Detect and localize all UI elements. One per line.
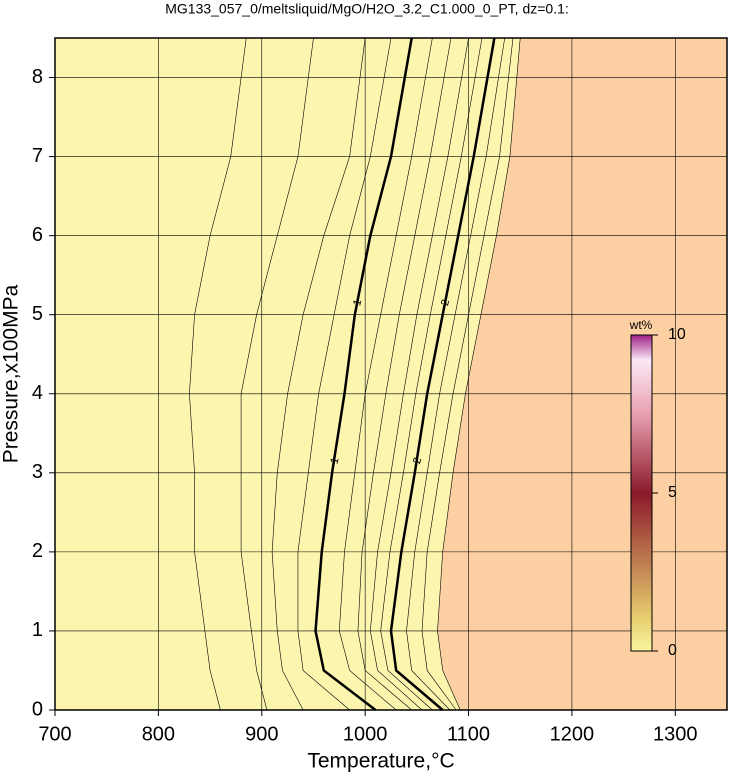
colorbar-tick-label: 5 <box>668 484 677 501</box>
contour-label: 2 <box>411 456 424 465</box>
plot-area: 1 1 2 2 <box>54 37 727 711</box>
contour-line <box>406 37 506 711</box>
contour-line <box>357 37 452 711</box>
y-tick-label: 4 <box>32 382 43 404</box>
high-region <box>437 38 727 710</box>
x-tick-label: 1000 <box>343 723 388 745</box>
y-tick-label: 5 <box>32 303 43 325</box>
x-tick-label: 1300 <box>653 723 698 745</box>
contour-line <box>389 37 496 711</box>
contour-line <box>240 37 314 711</box>
colorbar-tick-label: 0 <box>668 642 677 659</box>
contour-line <box>421 37 514 711</box>
x-tick-label: 700 <box>38 723 71 745</box>
contour-label: 1 <box>328 456 341 465</box>
y-tick-label: 6 <box>32 224 43 246</box>
y-tick-label: 1 <box>32 619 43 641</box>
contour-label: 1 <box>351 298 364 307</box>
x-tick-label: 1100 <box>447 723 490 745</box>
y-tick-label: 8 <box>32 66 43 88</box>
colorbar-tick-label: 10 <box>668 326 686 343</box>
y-tick-label: 2 <box>32 540 43 562</box>
x-tick-label: 800 <box>142 723 175 745</box>
x-tick-label: 1200 <box>550 723 595 745</box>
plot-frame <box>54 37 728 711</box>
contour-label: 2 <box>439 298 452 307</box>
contour-line <box>297 37 392 711</box>
colorbar-axis: wt% 0 5 10 <box>629 318 686 659</box>
y-axis-label: Pressure,x100MPa <box>0 284 23 463</box>
colorbar-label: wt% <box>629 318 653 332</box>
contour-line <box>314 37 413 711</box>
x-tick-label: 900 <box>245 723 278 745</box>
y-tick-label: 0 <box>32 698 43 720</box>
colorbar <box>630 334 653 652</box>
chart-title: MG133_057_0/meltsliquid/MgO/H2O_3.2_C1.0… <box>165 1 569 17</box>
contour-line <box>380 37 483 711</box>
x-axis-label: Temperature,°C <box>307 750 454 773</box>
contour-line <box>370 37 469 711</box>
y-tick-label: 7 <box>32 145 43 167</box>
y-tick-label: 3 <box>32 461 43 483</box>
contour-line <box>339 37 433 711</box>
contour-line <box>271 37 366 711</box>
contour-line <box>189 37 247 711</box>
contour-line <box>437 37 521 711</box>
